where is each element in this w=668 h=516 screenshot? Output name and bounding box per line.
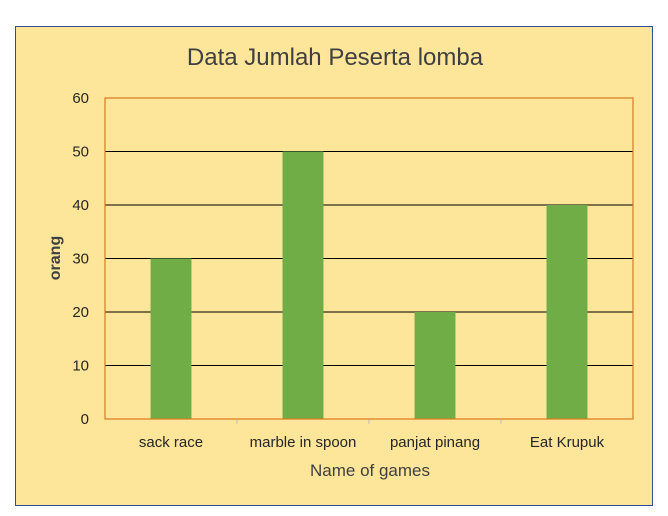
gridlines	[105, 151, 633, 366]
y-axis-label: orang	[47, 236, 64, 280]
chart-title: Data Jumlah Peserta lomba	[187, 44, 484, 71]
bars	[150, 151, 588, 419]
y-tick-label: 40	[72, 197, 89, 214]
y-tick-label: 60	[72, 90, 89, 107]
y-tick-label: 20	[72, 304, 89, 321]
y-tick-labels: 0 10 20 30 40 50 60	[72, 90, 89, 428]
bar	[282, 151, 324, 419]
bar	[150, 258, 192, 419]
x-axis-label: Name of games	[310, 461, 430, 480]
y-tick-label: 0	[81, 411, 89, 428]
x-tick-labels: sack race marble in spoon panjat pinang Eat…	[139, 419, 605, 451]
bar	[414, 312, 456, 419]
bar	[546, 205, 588, 419]
y-tick-label: 30	[72, 251, 89, 268]
y-tick-label: 50	[72, 144, 89, 161]
x-tick-label: marble in spoon	[250, 434, 357, 451]
x-tick-label: sack race	[139, 434, 203, 451]
x-tick-label: panjat pinang	[390, 434, 480, 451]
plot-area-border	[104, 97, 634, 420]
y-tick-label: 10	[72, 358, 89, 375]
x-tick-label: Eat Krupuk	[530, 434, 605, 451]
